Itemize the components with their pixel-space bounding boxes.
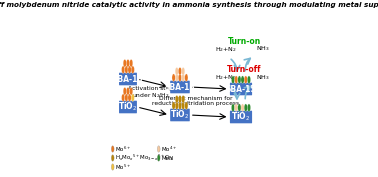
Text: Turn-off: Turn-off <box>227 64 262 73</box>
Circle shape <box>175 102 178 110</box>
Text: H$_2$+N$_2$: H$_2$+N$_2$ <box>215 74 237 82</box>
Circle shape <box>130 87 133 95</box>
FancyBboxPatch shape <box>119 73 137 85</box>
FancyBboxPatch shape <box>170 109 190 121</box>
Circle shape <box>178 95 181 103</box>
Circle shape <box>178 74 181 81</box>
Text: Mo$^{5+}$: Mo$^{5+}$ <box>115 162 131 172</box>
Circle shape <box>241 76 244 84</box>
Text: NH$_3$: NH$_3$ <box>256 45 270 53</box>
Text: TiO$_2$: TiO$_2$ <box>118 101 138 113</box>
Circle shape <box>175 74 178 81</box>
Circle shape <box>130 59 133 67</box>
Circle shape <box>181 102 185 110</box>
Text: SBA-15: SBA-15 <box>226 84 256 93</box>
Circle shape <box>238 104 241 112</box>
Circle shape <box>126 87 130 95</box>
Text: Mo$^{6+}$: Mo$^{6+}$ <box>115 144 131 154</box>
Circle shape <box>112 146 114 152</box>
Circle shape <box>231 76 235 84</box>
Text: SBA-15: SBA-15 <box>165 82 195 92</box>
Text: Mo$^{4+}$: Mo$^{4+}$ <box>161 144 177 154</box>
Text: NH$_3$: NH$_3$ <box>256 73 270 81</box>
FancyBboxPatch shape <box>170 81 190 93</box>
Circle shape <box>181 95 185 103</box>
Circle shape <box>244 104 248 112</box>
Text: SBA-15: SBA-15 <box>113 75 143 84</box>
Circle shape <box>131 94 135 101</box>
Circle shape <box>247 76 251 84</box>
FancyBboxPatch shape <box>230 83 252 95</box>
Circle shape <box>122 66 125 73</box>
Text: Activation step
under N$_2$/H$_2$: Activation step under N$_2$/H$_2$ <box>128 85 174 101</box>
Circle shape <box>122 94 125 101</box>
Text: MoN: MoN <box>161 156 173 161</box>
Circle shape <box>247 104 251 112</box>
Circle shape <box>175 67 178 75</box>
Text: TiO$_2$: TiO$_2$ <box>170 109 190 121</box>
Circle shape <box>125 94 128 101</box>
Circle shape <box>112 164 114 170</box>
Circle shape <box>128 94 131 101</box>
Text: Different mechanism for
reduction/nitridation process: Different mechanism for reduction/nitrid… <box>152 96 239 106</box>
Circle shape <box>178 102 181 110</box>
FancyBboxPatch shape <box>119 101 137 113</box>
Text: TiO$_2$: TiO$_2$ <box>231 111 251 123</box>
Text: H$_x$Mo$_x$$^{5+}$Mo$_{3-x}$$^{6+}$O$_3$: H$_x$Mo$_x$$^{5+}$Mo$_{3-x}$$^{6+}$O$_3$ <box>115 153 174 163</box>
Circle shape <box>235 104 238 112</box>
Circle shape <box>112 155 114 161</box>
FancyBboxPatch shape <box>230 111 252 123</box>
Circle shape <box>231 104 235 112</box>
Circle shape <box>238 76 241 84</box>
Circle shape <box>126 59 130 67</box>
Circle shape <box>241 104 244 112</box>
Circle shape <box>181 74 185 81</box>
Circle shape <box>172 74 175 81</box>
Circle shape <box>123 87 126 95</box>
Circle shape <box>244 76 248 84</box>
Circle shape <box>185 74 188 81</box>
Text: Switching On/Off molybdenum nitride catalytic activity in ammonia synthesis thro: Switching On/Off molybdenum nitride cata… <box>0 2 378 8</box>
Circle shape <box>235 76 238 84</box>
Circle shape <box>128 66 131 73</box>
Circle shape <box>157 155 160 161</box>
Circle shape <box>185 102 188 110</box>
Circle shape <box>178 67 181 75</box>
Circle shape <box>131 66 135 73</box>
Circle shape <box>172 102 175 110</box>
Text: H$_2$+N$_2$: H$_2$+N$_2$ <box>215 46 237 55</box>
Circle shape <box>175 95 178 103</box>
Circle shape <box>181 67 185 75</box>
Text: Turn-on: Turn-on <box>228 36 261 45</box>
Circle shape <box>123 59 126 67</box>
Circle shape <box>157 146 160 152</box>
Circle shape <box>125 66 128 73</box>
